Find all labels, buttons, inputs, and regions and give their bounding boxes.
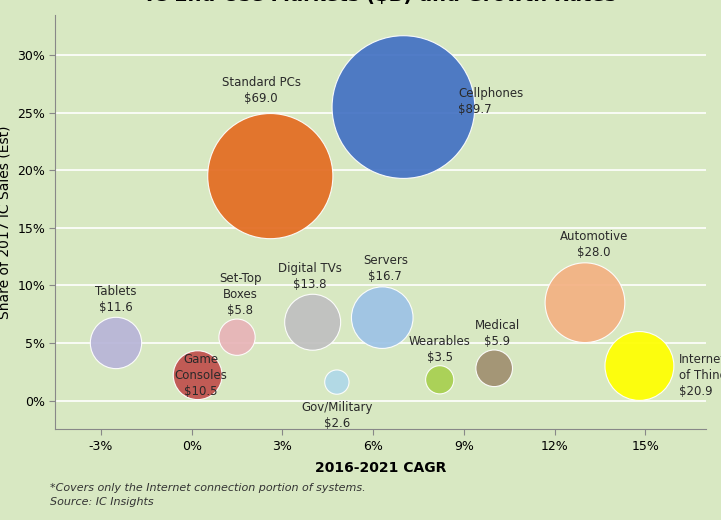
Text: Set-Top
Boxes
$5.8: Set-Top Boxes $5.8 [218, 271, 261, 317]
Text: Source: IC Insights: Source: IC Insights [50, 498, 154, 508]
X-axis label: 2016-2021 CAGR: 2016-2021 CAGR [315, 461, 446, 475]
Ellipse shape [90, 317, 141, 369]
Text: Internet
of Things*
$20.9: Internet of Things* $20.9 [678, 353, 721, 398]
Ellipse shape [351, 287, 413, 348]
Text: Servers
$16.7: Servers $16.7 [363, 254, 408, 283]
Text: Wearables
$3.5: Wearables $3.5 [409, 335, 471, 363]
Ellipse shape [332, 36, 474, 178]
Text: Game
Consoles
$10.5: Game Consoles $10.5 [174, 353, 227, 398]
Ellipse shape [285, 294, 340, 350]
Ellipse shape [208, 113, 333, 239]
Text: Cellphones
$89.7: Cellphones $89.7 [458, 87, 523, 116]
Ellipse shape [545, 263, 625, 343]
Ellipse shape [324, 370, 349, 394]
Title: IC End-Use Markets ($B) and Growth Rates: IC End-Use Markets ($B) and Growth Rates [146, 0, 616, 5]
Text: Medical
$5.9: Medical $5.9 [474, 319, 520, 347]
Text: Gov/Military
$2.6: Gov/Military $2.6 [301, 400, 373, 430]
Text: Tablets
$11.6: Tablets $11.6 [95, 285, 137, 314]
Ellipse shape [605, 332, 674, 400]
Text: Automotive
$28.0: Automotive $28.0 [560, 230, 628, 259]
Text: Digital TVs
$13.8: Digital TVs $13.8 [278, 262, 342, 291]
Text: Standard PCs
$69.0: Standard PCs $69.0 [222, 76, 301, 105]
Text: *Covers only the Internet connection portion of systems.: *Covers only the Internet connection por… [50, 484, 366, 493]
Ellipse shape [219, 319, 255, 355]
Ellipse shape [476, 350, 513, 386]
Ellipse shape [173, 351, 222, 399]
Ellipse shape [425, 366, 454, 394]
Y-axis label: Share of 2017 IC Sales (Est): Share of 2017 IC Sales (Est) [0, 125, 12, 319]
